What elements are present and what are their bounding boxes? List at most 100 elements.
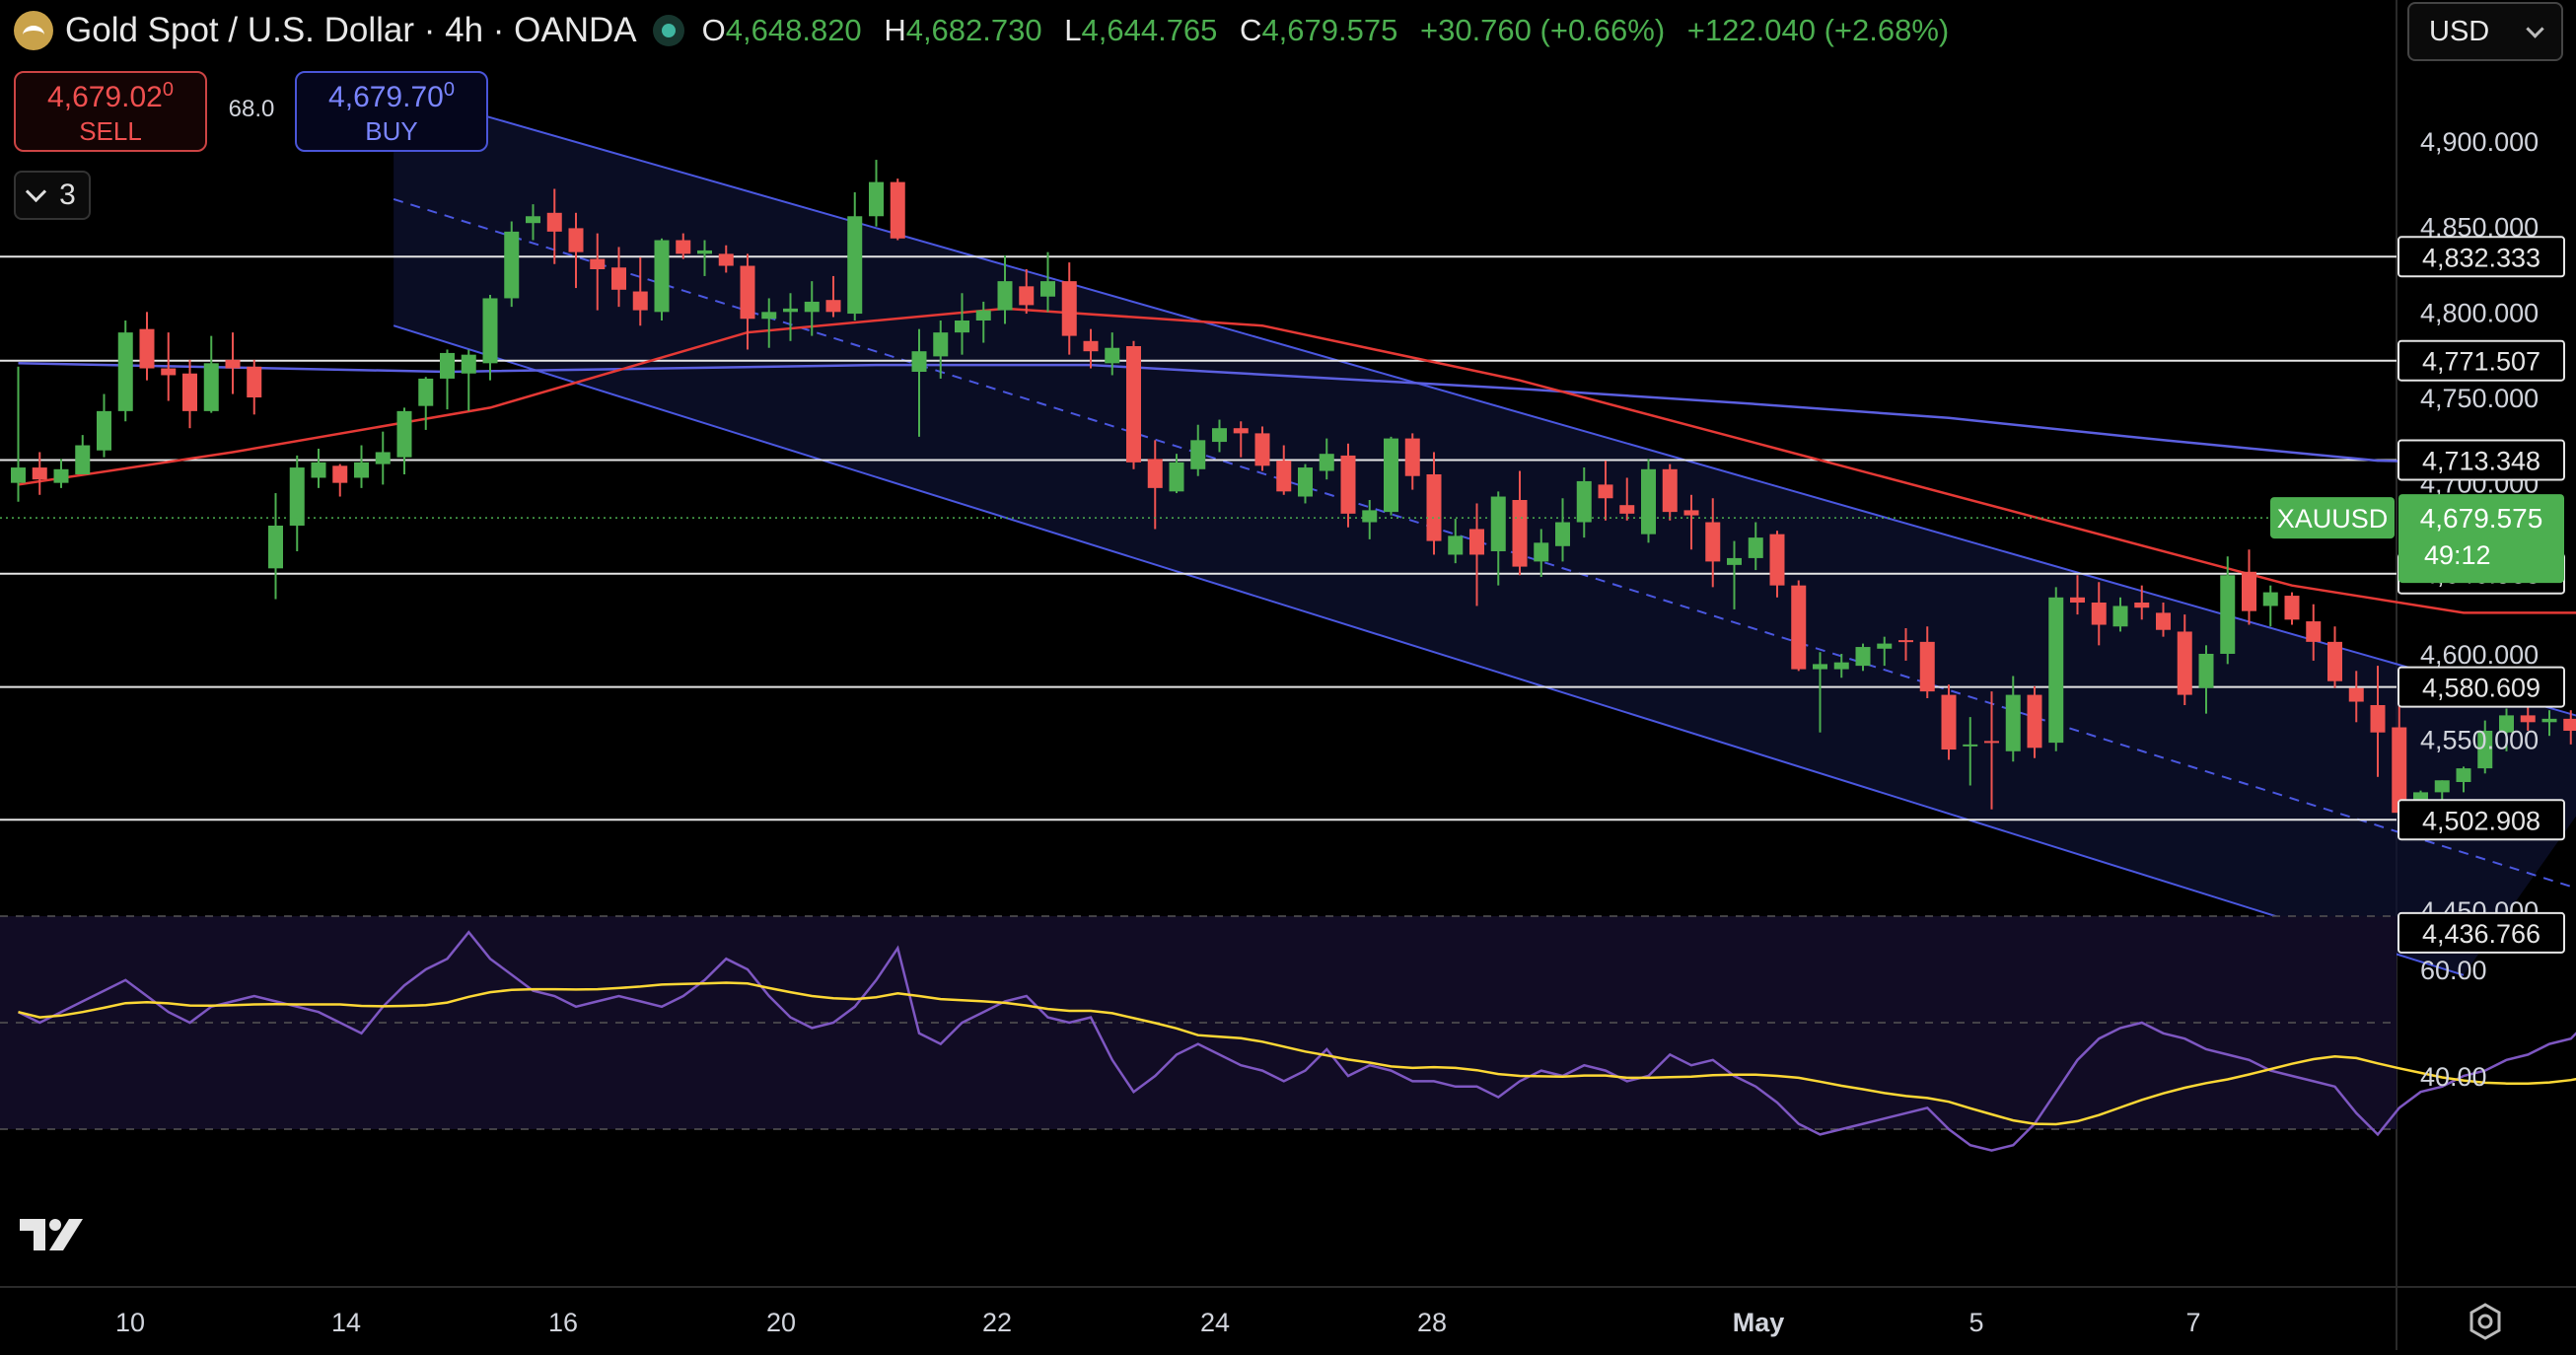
candle <box>1577 481 1592 523</box>
currency-label: USD <box>2429 16 2489 48</box>
buy-button[interactable]: 4,679.700 BUY <box>295 71 488 152</box>
candle <box>1513 500 1528 567</box>
chevron-down-icon <box>2526 20 2543 37</box>
candle <box>1170 463 1184 491</box>
sell-label: SELL <box>16 116 205 147</box>
candle <box>676 241 690 254</box>
candle <box>1920 642 1935 691</box>
candle <box>1405 439 1420 476</box>
candle <box>697 250 712 253</box>
price-tick-label: 4,600.000 <box>2420 640 2539 670</box>
candle <box>783 309 798 312</box>
market-status-icon[interactable] <box>653 15 684 46</box>
candle <box>2457 768 2471 782</box>
candle <box>376 452 391 464</box>
close-value: 4,679.575 <box>1261 13 1397 47</box>
candle <box>1963 745 1977 747</box>
level-label: 4,580.609 <box>2422 674 2540 703</box>
candle <box>1190 440 1205 468</box>
currency-select[interactable]: USD <box>2407 2 2563 61</box>
candle <box>2048 598 2063 743</box>
candle <box>805 302 820 312</box>
candle <box>182 374 197 411</box>
candle <box>1684 510 1699 515</box>
candle <box>75 446 90 474</box>
candle <box>1469 529 1484 554</box>
candle <box>1255 433 1270 465</box>
sell-price: 4,679.020 <box>16 79 205 114</box>
candle <box>826 300 841 312</box>
candle <box>332 465 347 482</box>
candle <box>118 332 133 411</box>
buy-price: 4,679.700 <box>297 79 486 114</box>
candle <box>1856 647 1871 666</box>
candle <box>1491 497 1506 551</box>
candle <box>226 360 241 369</box>
date-tick-label: 24 <box>1200 1308 1230 1337</box>
buy-label: BUY <box>297 116 486 147</box>
sell-button[interactable]: 4,679.020 SELL <box>14 71 207 152</box>
candle <box>397 411 412 458</box>
candle <box>354 463 369 478</box>
candle <box>2306 621 2321 642</box>
date-tick-label: 5 <box>1968 1308 1983 1337</box>
candle <box>290 467 305 526</box>
candle <box>2092 603 2107 625</box>
candle <box>869 182 884 217</box>
candle <box>1362 510 1377 522</box>
candle <box>1341 456 1356 514</box>
tradingview-logo-icon[interactable] <box>20 1215 97 1254</box>
candle <box>1813 664 1827 669</box>
candle <box>268 526 283 568</box>
candle <box>847 216 862 314</box>
price-tick-label: 4,900.000 <box>2420 127 2539 157</box>
candle <box>2199 654 2214 688</box>
candle <box>462 355 476 374</box>
indicators-toggle-button[interactable]: 3 <box>14 171 91 220</box>
candle <box>1727 558 1742 565</box>
candle <box>2178 631 2192 694</box>
candle <box>2542 719 2557 722</box>
candle <box>976 311 991 321</box>
candle <box>1126 346 1141 463</box>
candle <box>1534 542 1548 561</box>
candle <box>1427 474 1442 541</box>
candle <box>2220 575 2235 654</box>
candle <box>1212 428 1227 442</box>
candle <box>891 182 905 239</box>
low-value: 4,644.765 <box>1082 13 1218 47</box>
candle <box>1298 467 1313 496</box>
date-tick-label: May <box>1733 1308 1785 1337</box>
high-value: 4,682.730 <box>906 13 1042 47</box>
candle <box>1705 523 1720 562</box>
candle <box>2327 642 2342 681</box>
date-tick-label: 22 <box>982 1308 1012 1337</box>
candle <box>1384 439 1398 513</box>
candle <box>569 228 584 251</box>
candle <box>1641 469 1656 535</box>
candle <box>547 213 562 232</box>
candle <box>998 281 1013 310</box>
candle <box>11 467 26 483</box>
candle <box>140 329 155 369</box>
level-label: 4,713.348 <box>2422 447 2540 476</box>
settings-gear-icon[interactable] <box>2466 1302 2505 1341</box>
rsi-tick-label: 40.00 <box>2420 1062 2487 1092</box>
change-period-value: +122.040 (+2.68%) <box>1687 13 1949 47</box>
date-tick-label: 20 <box>766 1308 796 1337</box>
candle <box>912 351 927 372</box>
date-tick-label: 14 <box>331 1308 361 1337</box>
candle <box>1062 281 1077 335</box>
candle <box>161 369 176 376</box>
symbol-title[interactable]: Gold Spot / U.S. Dollar · 4h · OANDA <box>65 11 637 50</box>
open-value: 4,648.820 <box>726 13 862 47</box>
candle <box>1770 535 1785 586</box>
candle <box>2070 598 2085 603</box>
candle <box>719 253 734 265</box>
oanda-logo-icon <box>14 11 53 50</box>
date-tick-label: 16 <box>548 1308 578 1337</box>
candle <box>1019 286 1034 305</box>
level-label: 4,832.333 <box>2422 243 2540 272</box>
